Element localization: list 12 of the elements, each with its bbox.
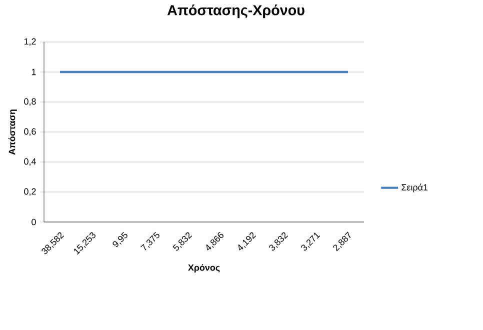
y-tick-label: 0,4 xyxy=(24,158,36,166)
y-tick-label: 0,6 xyxy=(24,128,36,136)
y-tick-label: 0 xyxy=(32,218,36,226)
y-tick-label: 0,8 xyxy=(24,98,36,106)
y-axis-title: Απόσταση xyxy=(8,110,17,155)
y-tick-label: 1 xyxy=(32,68,36,76)
y-tick-label: 0,2 xyxy=(24,188,36,196)
chart-title: Απόστασης-Χρόνου xyxy=(167,4,304,18)
y-tick-label: 1,2 xyxy=(24,38,36,46)
legend-label: Σειρά1 xyxy=(402,184,428,192)
x-tick-label: 9,95 xyxy=(112,232,128,248)
x-axis-title: Χρόνος xyxy=(188,264,220,273)
